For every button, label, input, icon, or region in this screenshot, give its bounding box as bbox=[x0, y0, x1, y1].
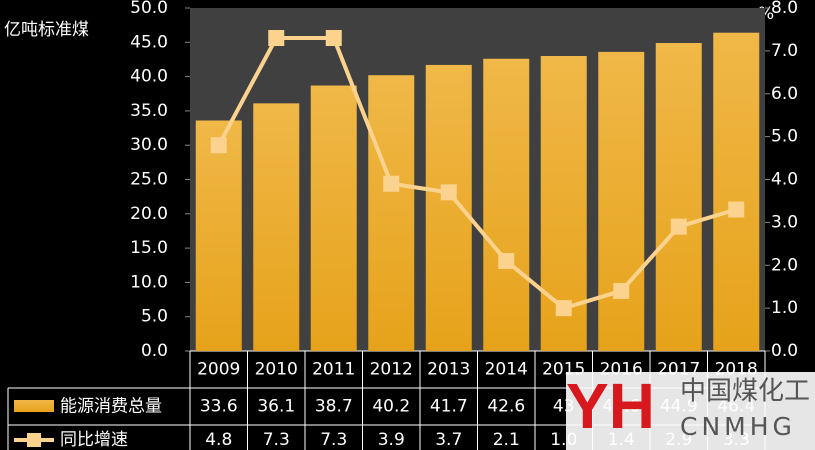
bar bbox=[483, 58, 530, 351]
y-tick-label: 0.0 bbox=[141, 341, 168, 361]
y-tick-label: 45.0 bbox=[130, 32, 168, 52]
y-tick-label: 30.0 bbox=[130, 135, 168, 155]
table-value: 7.3 bbox=[320, 430, 347, 450]
legend-label: 同比增速 bbox=[60, 430, 128, 450]
watermark-bg bbox=[566, 372, 815, 450]
y-tick-label: 10.0 bbox=[130, 272, 168, 292]
y2-tick-label: 4.0 bbox=[771, 170, 798, 190]
y2-tick-label: 2.0 bbox=[771, 255, 798, 275]
watermark-sub: CNMHG bbox=[680, 412, 796, 441]
x-tick-label: 2012 bbox=[370, 360, 413, 380]
bar bbox=[713, 32, 760, 352]
watermark-name: 中国煤化工 bbox=[680, 377, 810, 407]
x-tick-label: 2009 bbox=[197, 360, 240, 380]
y-tick-label: 50.0 bbox=[130, 0, 168, 18]
legend-marker bbox=[27, 433, 41, 447]
table-value: 36.1 bbox=[257, 397, 295, 417]
y-axis-label: 亿吨标准煤 bbox=[4, 20, 89, 40]
x-tick-label: 2011 bbox=[312, 360, 355, 380]
marker bbox=[325, 30, 342, 47]
table-value: 3.9 bbox=[378, 430, 405, 450]
marker bbox=[670, 218, 687, 235]
y2-tick-label: 7.0 bbox=[771, 41, 798, 61]
x-tick-label: 2014 bbox=[485, 360, 528, 380]
y-tick-label: 15.0 bbox=[130, 238, 168, 258]
bar bbox=[253, 103, 300, 351]
y2-tick-label: 1.0 bbox=[771, 298, 798, 318]
x-tick-label: 2013 bbox=[427, 360, 470, 380]
marker bbox=[440, 184, 457, 201]
y-tick-label: 5.0 bbox=[141, 307, 168, 327]
x-tick-label: 2010 bbox=[255, 360, 298, 380]
y2-tick-label: 6.0 bbox=[771, 84, 798, 104]
y2-tick-label: 3.0 bbox=[771, 212, 798, 232]
y-tick-label: 35.0 bbox=[130, 101, 168, 121]
marker bbox=[383, 175, 400, 192]
y2-tick-label: 5.0 bbox=[771, 127, 798, 147]
y-tick-label: 40.0 bbox=[130, 67, 168, 87]
table-value: 3.7 bbox=[435, 430, 462, 450]
bar bbox=[425, 64, 472, 352]
y2-tick-label: 0.0 bbox=[771, 341, 798, 361]
table-value: 41.7 bbox=[430, 397, 468, 417]
y-tick-label: 25.0 bbox=[130, 170, 168, 190]
marker bbox=[728, 201, 745, 218]
marker bbox=[268, 30, 285, 47]
bar bbox=[310, 85, 357, 351]
marker bbox=[613, 282, 630, 299]
table-value: 7.3 bbox=[263, 430, 290, 450]
table-value: 40.2 bbox=[372, 397, 410, 417]
bar bbox=[368, 75, 415, 351]
table-value: 2.1 bbox=[493, 430, 520, 450]
watermark-logo: YH bbox=[566, 370, 655, 442]
marker bbox=[210, 137, 227, 154]
table-value: 38.7 bbox=[315, 397, 353, 417]
legend-swatch bbox=[14, 400, 54, 412]
bar bbox=[598, 51, 645, 352]
table-value: 42.6 bbox=[487, 397, 525, 417]
marker bbox=[555, 300, 572, 317]
bar bbox=[655, 42, 702, 352]
marker bbox=[498, 252, 515, 269]
legend-label: 能源消费总量 bbox=[60, 397, 162, 417]
y2-tick-label: 8.0 bbox=[771, 0, 798, 18]
line bbox=[216, 36, 737, 311]
bar bbox=[195, 120, 242, 351]
table-value: 4.8 bbox=[205, 430, 232, 450]
table-value: 33.6 bbox=[200, 397, 238, 417]
y-tick-label: 20.0 bbox=[130, 204, 168, 224]
